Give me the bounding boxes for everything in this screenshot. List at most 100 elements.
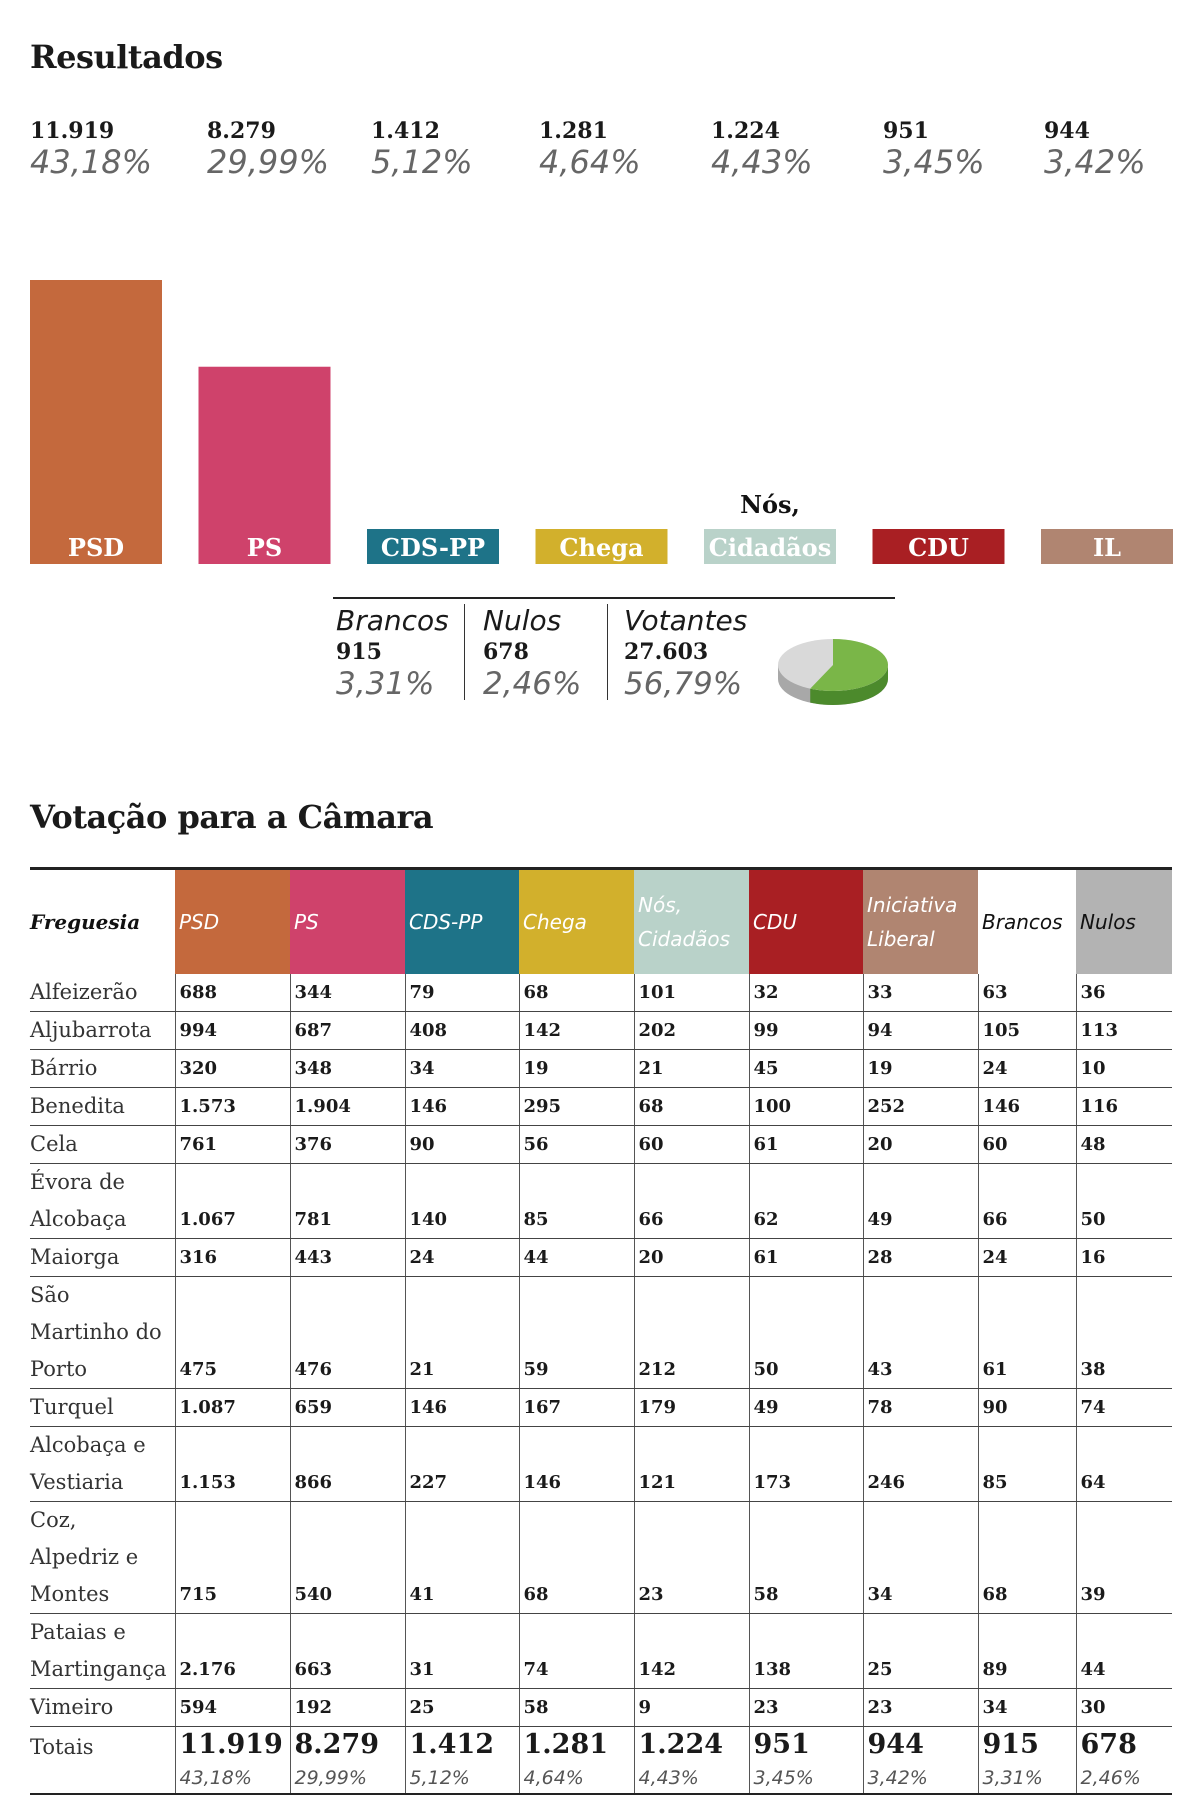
vote-count: 33: [862, 974, 978, 1012]
vote-count: 21: [633, 1049, 749, 1088]
vote-count: 34: [977, 1688, 1076, 1727]
vote-count: 715: [174, 1501, 290, 1614]
vote-count: 45: [748, 1049, 863, 1088]
bar-label: Nós,: [740, 490, 800, 519]
total-cell: 915 3,31%: [977, 1726, 1076, 1795]
vote-count: 994: [174, 1011, 290, 1050]
freguesia-name: Benedita: [30, 1087, 175, 1126]
vote-count: 2.176: [174, 1613, 290, 1689]
vote-count: 44: [518, 1238, 634, 1277]
vote-count: 100: [748, 1087, 863, 1126]
vote-count: 246: [862, 1426, 978, 1502]
vote-count: 295: [518, 1087, 634, 1126]
voters-label: Votantes: [624, 604, 748, 637]
vote-count: 38: [1075, 1276, 1172, 1389]
vote-count: 116: [1075, 1087, 1172, 1126]
freguesia-name: Alcobaça e Vestiaria: [30, 1426, 175, 1502]
summary-divider: [607, 604, 608, 700]
vote-count: 316: [174, 1238, 290, 1277]
stat-4: 1.224 4,43%: [711, 118, 891, 180]
bar-label: Chega: [559, 533, 643, 562]
vote-count: 85: [977, 1426, 1076, 1502]
vote-count: 61: [748, 1125, 863, 1164]
stat-value: 1.281: [539, 118, 608, 144]
vote-count: 659: [289, 1388, 405, 1427]
total-cell: 8.279 29,99%: [289, 1726, 405, 1795]
vote-count: 16: [1075, 1238, 1172, 1277]
total-percent: 3,31%: [982, 1767, 1043, 1789]
bar-cds-pp: [367, 529, 499, 564]
table-row: Bárrio 320 348 34 19 21 45 19 24 10: [30, 1049, 1172, 1088]
vote-count: 781: [289, 1163, 405, 1239]
vote-count: 146: [518, 1426, 634, 1502]
bar-n-s-cidad-os: [704, 529, 836, 564]
totals-row: Totais 11.919 43,18% 8.279 29,99% 1.412 5,12% 1…: [30, 1726, 1172, 1795]
column-header: Chega: [519, 867, 634, 974]
vote-count: 44: [1075, 1613, 1172, 1689]
council-title: Votação para a Câmara: [30, 798, 434, 836]
pie-slice-voted: [810, 639, 888, 691]
stat-percent: 3,42%: [1044, 143, 1146, 181]
vote-count: 408: [404, 1011, 519, 1050]
vote-count: 61: [748, 1238, 863, 1277]
column-header: CDU: [749, 867, 863, 974]
column-header: PS: [290, 867, 405, 974]
summary-rule: [333, 597, 895, 599]
table-row: Maiorga 316 443 24 44 20 61 28 24 16: [30, 1238, 1172, 1277]
total-percent: 2,46%: [1080, 1767, 1141, 1789]
vote-count: 68: [633, 1087, 749, 1126]
voters-pct: 56,79%: [624, 666, 743, 702]
vote-count: 9: [633, 1688, 749, 1727]
total-cell: 678 2,46%: [1075, 1726, 1172, 1795]
vote-count: 30: [1075, 1688, 1172, 1727]
vote-count: 99: [748, 1011, 863, 1050]
bar-label: IL: [1093, 533, 1121, 562]
vote-count: 90: [404, 1125, 519, 1164]
vote-count: 25: [862, 1613, 978, 1689]
vote-count: 34: [862, 1501, 978, 1614]
freguesia-name: Cela: [30, 1125, 175, 1164]
bar-chega: [535, 529, 668, 564]
vote-count: 192: [289, 1688, 405, 1727]
total-percent: 29,99%: [294, 1767, 367, 1789]
freguesia-name: Alfeizerão: [30, 974, 175, 1012]
blank-value: 915: [336, 639, 382, 665]
vote-count: 142: [518, 1011, 634, 1050]
vote-count: 85: [518, 1163, 634, 1239]
total-cell: 1.412 5,12%: [404, 1726, 519, 1795]
vote-count: 23: [748, 1688, 863, 1727]
vote-count: 74: [518, 1613, 634, 1689]
bar-ps: [198, 366, 331, 564]
column-header: Nulos: [1076, 867, 1172, 974]
turnout-pie-chart: [778, 639, 888, 705]
vote-count: 56: [518, 1125, 634, 1164]
vote-count: 63: [977, 974, 1076, 1012]
column-header: CDS-PP: [405, 867, 519, 974]
vote-count: 687: [289, 1011, 405, 1050]
stat-value: 11.919: [30, 118, 115, 144]
table-header-row: Freguesia PSD PS CDS-PP Chega Nós, Cidadãos CD…: [30, 867, 1172, 974]
vote-count: 1.153: [174, 1426, 290, 1502]
vote-count: 60: [977, 1125, 1076, 1164]
total-percent: 3,42%: [867, 1767, 928, 1789]
vote-count: 49: [862, 1163, 978, 1239]
vote-count: 60: [633, 1125, 749, 1164]
total-value: 915: [982, 1729, 1039, 1760]
vote-count: 21: [404, 1276, 519, 1389]
stat-6: 944 3,42%: [1044, 118, 1181, 180]
freguesia-name: Coz, Alpedriz e Montes: [30, 1501, 175, 1614]
total-value: 8.279: [294, 1729, 380, 1760]
total-value: 1.224: [638, 1729, 724, 1760]
vote-count: 66: [977, 1163, 1076, 1239]
vote-count: 39: [1075, 1501, 1172, 1614]
vote-count: 1.904: [289, 1087, 405, 1126]
table-row: Vimeiro 594 192 25 58 9 23 23 34 30: [30, 1688, 1172, 1727]
freguesia-name: Pataias e Martingança: [30, 1613, 175, 1689]
stat-percent: 29,99%: [207, 143, 330, 181]
vote-count: 43: [862, 1276, 978, 1389]
bar-cdu: [872, 529, 1005, 564]
vote-count: 79: [404, 974, 519, 1012]
pie-side-voted: [810, 665, 888, 705]
column-header: Freguesia: [30, 867, 175, 974]
vote-count: 50: [1075, 1163, 1172, 1239]
